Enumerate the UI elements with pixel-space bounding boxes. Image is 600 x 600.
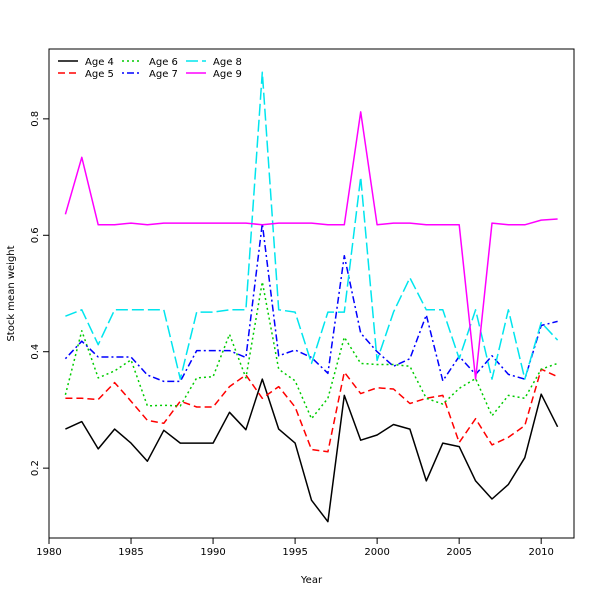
- x-axis: 1980 1985 1990 1995 2000 2005 2010: [36, 537, 554, 558]
- y-tick-label: 0.4: [30, 344, 41, 360]
- series-line-age-8: [65, 71, 559, 380]
- series-line-age-4: [65, 378, 559, 523]
- y-tick-label: 0.6: [30, 227, 41, 243]
- series-line-age-5: [65, 368, 558, 453]
- y-axis-title: Stock mean weight: [6, 245, 17, 341]
- series-layer: [64, 71, 559, 523]
- x-axis-title: Year: [300, 575, 323, 586]
- legend-label: Age 5: [85, 69, 114, 80]
- x-tick-label: 2005: [446, 547, 471, 558]
- x-tick-label: 1980: [36, 547, 61, 558]
- x-tick-label: 1995: [282, 547, 307, 558]
- series-line-age-9: [64, 111, 558, 380]
- legend-label: Age 9: [213, 69, 242, 80]
- x-tick-label: 1985: [118, 547, 143, 558]
- y-tick-label: 0.2: [30, 460, 41, 476]
- legend-label: Age 7: [149, 69, 178, 80]
- x-tick-label: 2010: [528, 547, 553, 558]
- x-tick-label: 2000: [364, 547, 389, 558]
- legend-label: Age 6: [149, 57, 178, 68]
- y-tick-label: 0.8: [30, 111, 41, 127]
- legend-label: Age 8: [213, 57, 242, 68]
- x-tick-label: 1990: [200, 547, 225, 558]
- legend-label: Age 4: [85, 57, 114, 68]
- y-axis: 0.2 0.4 0.6 0.8: [30, 111, 50, 476]
